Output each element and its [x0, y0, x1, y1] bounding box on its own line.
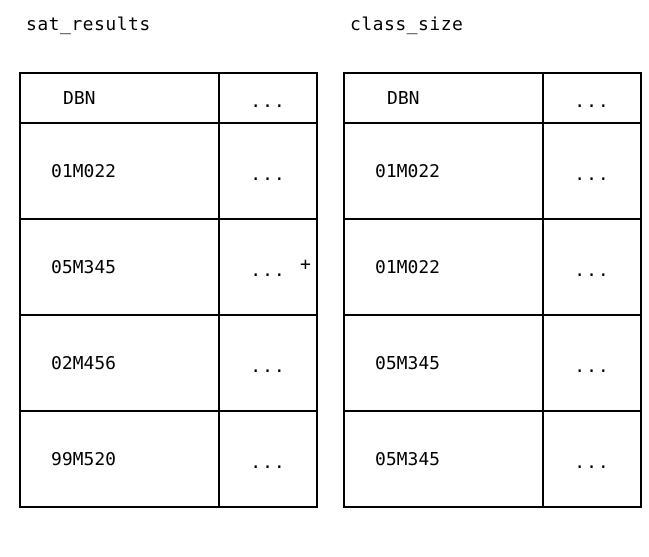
header-key-cell: DBN — [19, 72, 220, 124]
ellipsis-cell: ... — [218, 410, 318, 508]
ellipsis-cell: ... — [218, 314, 318, 412]
class-size-table: DBN ... 01M022 ... 01M022 ... 05M345 ...… — [343, 72, 642, 508]
header-key-cell: DBN — [343, 72, 544, 124]
ellipsis-cell: ... — [542, 218, 642, 316]
right-table-title: class_size — [350, 14, 464, 35]
key-cell: 99M520 — [19, 410, 220, 508]
ellipsis-cell: ... — [542, 314, 642, 412]
key-cell: 05M345 — [343, 410, 544, 508]
key-cell: 01M022 — [19, 122, 220, 220]
ellipsis-cell: ... — [542, 122, 642, 220]
left-table-title: sat_results — [26, 14, 151, 35]
key-cell: 05M345 — [343, 314, 544, 412]
table-row: 01M022 ... — [19, 122, 318, 220]
ellipsis-text: ... — [574, 451, 610, 473]
table-row: 01M022 ... — [343, 122, 642, 220]
header-row: DBN ... — [19, 72, 318, 124]
ellipsis-text: ... — [250, 355, 286, 377]
ellipsis-text: ... — [574, 163, 610, 185]
ellipsis-text: ... — [574, 259, 610, 281]
header-row: DBN ... — [343, 72, 642, 124]
header-ellipsis-cell: ... — [542, 72, 642, 124]
header-ellipsis-cell: ... — [218, 72, 318, 124]
table-row: 02M456 ... — [19, 314, 318, 412]
ellipsis-text: ... — [250, 163, 286, 185]
key-cell: 05M345 — [19, 218, 220, 316]
key-cell: 01M022 — [343, 122, 544, 220]
ellipsis-text: ... — [574, 90, 610, 112]
plus-operator: + — [300, 254, 311, 275]
ellipsis-text: ... — [250, 259, 286, 281]
table-row: 05M345 ... — [343, 314, 642, 412]
key-cell: 01M022 — [343, 218, 544, 316]
ellipsis-cell: ... — [218, 218, 318, 316]
table-row: 99M520 ... — [19, 410, 318, 508]
table-row: 05M345 ... — [343, 410, 642, 508]
table-row: 01M022 ... — [343, 218, 642, 316]
ellipsis-text: ... — [574, 355, 610, 377]
table-row: 05M345 ... — [19, 218, 318, 316]
ellipsis-text: ... — [250, 451, 286, 473]
ellipsis-cell: ... — [218, 122, 318, 220]
sat-results-table: DBN ... 01M022 ... 05M345 ... 02M456 ...… — [19, 72, 318, 508]
ellipsis-text: ... — [250, 90, 286, 112]
ellipsis-cell: ... — [542, 410, 642, 508]
key-cell: 02M456 — [19, 314, 220, 412]
